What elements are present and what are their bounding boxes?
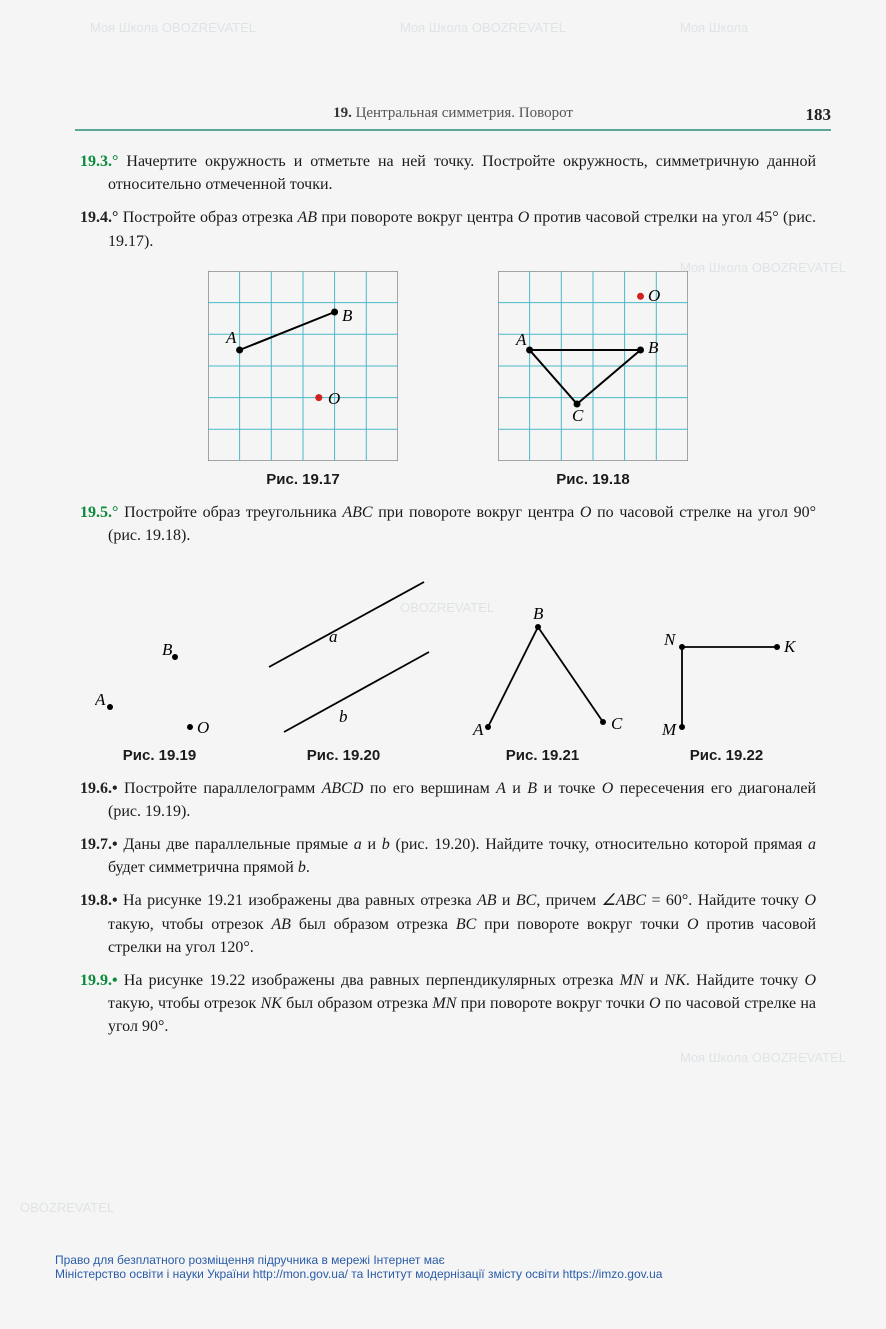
svg-text:O: O bbox=[648, 286, 660, 305]
figure-caption: Рис. 19.21 bbox=[463, 745, 623, 767]
section-title: 19. Центральная симметрия. Поворот bbox=[333, 105, 573, 122]
watermark: Moя Школа OBOZREVATEL bbox=[680, 1050, 846, 1065]
svg-text:O: O bbox=[197, 718, 209, 737]
page-number: 183 bbox=[806, 105, 832, 125]
problem-19-8: 19.8.• На рисунке 19.21 изображены два р… bbox=[80, 889, 816, 959]
problem-number: 19.3.° bbox=[80, 153, 118, 170]
problem-number: 19.7.• bbox=[80, 836, 118, 853]
svg-text:B: B bbox=[162, 640, 173, 659]
figure-caption: Рис. 19.22 bbox=[652, 745, 802, 767]
watermark: Moя Школа OBOZREVATEL bbox=[90, 20, 256, 35]
svg-text:B: B bbox=[533, 604, 544, 623]
page-content: 19.3.° Начертите окружность и отметьте н… bbox=[80, 150, 816, 1039]
svg-text:A: A bbox=[225, 328, 237, 347]
svg-text:a: a bbox=[329, 627, 338, 646]
page-header: 19. Центральная симметрия. Поворот 183 bbox=[75, 105, 831, 131]
svg-text:O: O bbox=[328, 389, 340, 408]
problem-text: Постройте параллелограмм ABCD по его вер… bbox=[108, 780, 816, 820]
figure-caption: Рис. 19.17 bbox=[208, 469, 398, 491]
figure-19-20-svg: a b bbox=[254, 567, 434, 737]
svg-text:N: N bbox=[663, 630, 677, 649]
svg-text:B: B bbox=[648, 338, 659, 357]
problem-19-3: 19.3.° Начертите окружность и отметьте н… bbox=[80, 150, 816, 196]
figure-19-21: A B C Рис. 19.21 bbox=[463, 567, 623, 767]
problem-text: Постройте образ отрезка AB при повороте … bbox=[108, 209, 816, 249]
figure-19-19: B A O Рис. 19.19 bbox=[95, 567, 225, 767]
figure-19-17-svg: A B O bbox=[208, 271, 398, 461]
problem-text: Постройте образ треугольника ABC при пов… bbox=[108, 504, 816, 544]
figure-19-18-svg: A B C O bbox=[498, 271, 688, 461]
figure-19-18: A B C O Рис. 19.18 bbox=[498, 271, 688, 491]
problem-text: Даны две параллельные прямые a и b (рис.… bbox=[108, 836, 816, 876]
footer-link-imzo[interactable]: https://imzo.gov.ua bbox=[563, 1267, 663, 1281]
figure-caption: Рис. 19.20 bbox=[254, 745, 434, 767]
page-footer: Право для безплатного розміщення підручн… bbox=[55, 1253, 846, 1281]
svg-text:A: A bbox=[515, 330, 527, 349]
problem-number: 19.5.° bbox=[80, 504, 118, 521]
problem-19-6: 19.6.• Постройте параллелограмм ABCD по … bbox=[80, 777, 816, 823]
problem-number: 19.4.° bbox=[80, 209, 118, 226]
problem-text: Начертите окружность и отметьте на ней т… bbox=[108, 153, 816, 193]
footer-line-1: Право для безплатного розміщення підручн… bbox=[55, 1253, 846, 1267]
figure-19-17: A B O Рис. 19.17 bbox=[208, 271, 398, 491]
problem-19-4: 19.4.° Постройте образ отрезка AB при по… bbox=[80, 206, 816, 252]
svg-text:K: K bbox=[783, 637, 797, 656]
problem-number: 19.6.• bbox=[80, 780, 118, 797]
svg-text:M: M bbox=[661, 720, 677, 737]
figure-caption: Рис. 19.19 bbox=[95, 745, 225, 767]
figures-row-1: A B O Рис. 19.17 bbox=[80, 271, 816, 491]
svg-text:C: C bbox=[611, 714, 623, 733]
figure-caption: Рис. 19.18 bbox=[498, 469, 688, 491]
figure-19-22: M N K Рис. 19.22 bbox=[652, 567, 802, 767]
figure-19-19-svg: B A O bbox=[95, 567, 225, 737]
problem-19-9: 19.9.• На рисунке 19.22 изображены два р… bbox=[80, 969, 816, 1039]
problem-19-5: 19.5.° Постройте образ треугольника ABC … bbox=[80, 501, 816, 547]
watermark: Moя Школа OBOZREVATEL bbox=[400, 20, 566, 35]
problem-19-7: 19.7.• Даны две параллельные прямые a и … bbox=[80, 833, 816, 879]
svg-text:A: A bbox=[472, 720, 484, 737]
svg-text:b: b bbox=[339, 707, 348, 726]
problem-number: 19.8.• bbox=[80, 892, 118, 909]
problem-text: На рисунке 19.22 изображены два равных п… bbox=[108, 972, 816, 1035]
figure-19-22-svg: M N K bbox=[652, 567, 802, 737]
watermark: Moя Школа bbox=[680, 20, 748, 35]
footer-line-2: Міністерство освіти і науки України http… bbox=[55, 1267, 846, 1281]
figures-row-2: B A O Рис. 19.19 a b Рис. 19.20 bbox=[80, 567, 816, 767]
problem-number: 19.9.• bbox=[80, 972, 118, 989]
figure-19-21-svg: A B C bbox=[463, 567, 623, 737]
svg-text:B: B bbox=[342, 306, 353, 325]
figure-19-20: a b Рис. 19.20 bbox=[254, 567, 434, 767]
svg-text:C: C bbox=[572, 406, 584, 425]
footer-link-mon[interactable]: http://mon.gov.ua/ bbox=[253, 1267, 348, 1281]
watermark: OBOZREVATEL bbox=[20, 1200, 114, 1215]
svg-text:A: A bbox=[95, 690, 106, 709]
problem-text: На рисунке 19.21 изображены два равных о… bbox=[108, 892, 816, 955]
